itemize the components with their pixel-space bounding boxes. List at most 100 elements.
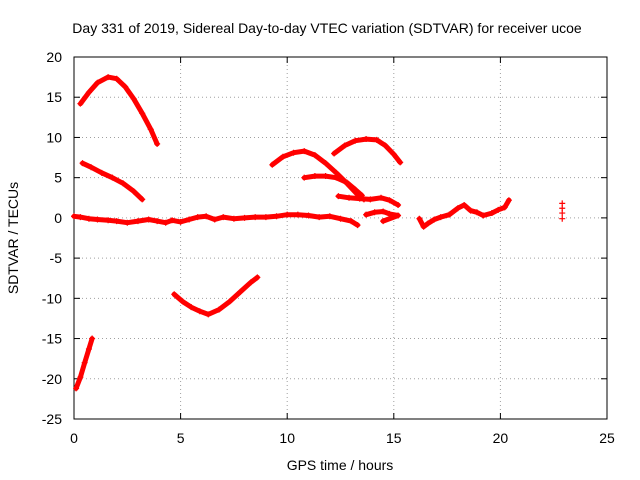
data-point — [124, 219, 131, 226]
y-tick-label: -10 — [42, 290, 62, 306]
data-point — [331, 150, 338, 157]
data-point — [169, 217, 176, 224]
data-point — [446, 211, 453, 218]
data-point — [354, 222, 361, 229]
data-point — [134, 218, 141, 225]
data-point — [363, 211, 370, 218]
data-point — [241, 214, 248, 221]
data-point — [94, 79, 101, 86]
data-point — [215, 306, 222, 313]
data-point — [395, 212, 402, 219]
data-point — [194, 214, 201, 221]
data-point — [220, 214, 227, 221]
x-tick-label: 5 — [177, 430, 185, 446]
series-line — [363, 209, 401, 224]
x-tick-label: 10 — [279, 430, 295, 446]
data-point — [85, 346, 92, 353]
x-tick-label: 20 — [493, 430, 509, 446]
data-point — [154, 140, 161, 147]
data-point — [352, 137, 359, 144]
y-tick-label: 20 — [46, 49, 62, 65]
data-point — [371, 209, 378, 216]
series-layer — [71, 74, 566, 392]
data-point — [380, 218, 387, 225]
y-tick-label: -25 — [42, 411, 62, 427]
data-point — [122, 83, 129, 90]
y-tick-label: 5 — [54, 170, 62, 186]
y-tick-label: 10 — [46, 129, 62, 145]
series-arc10 — [363, 208, 402, 225]
data-point — [105, 217, 112, 224]
data-point — [147, 126, 154, 133]
data-point — [290, 149, 297, 156]
data-point — [113, 218, 120, 225]
data-point — [171, 291, 178, 298]
data-point — [378, 194, 385, 201]
data-point — [505, 197, 512, 204]
data-point — [461, 202, 468, 209]
data-point — [397, 159, 404, 166]
data-point — [247, 279, 254, 286]
data-point — [105, 74, 112, 81]
data-point — [395, 202, 402, 209]
plot-frame — [73, 56, 608, 420]
data-point — [356, 195, 363, 202]
data-point — [71, 213, 77, 220]
data-point — [380, 208, 387, 215]
series-arc12 — [559, 200, 566, 222]
data-point — [495, 206, 502, 213]
data-point — [94, 216, 101, 223]
data-point — [352, 186, 359, 193]
series-arc9 — [335, 193, 402, 209]
data-point — [262, 214, 269, 221]
data-point — [390, 151, 397, 158]
series-arc5 — [73, 335, 96, 392]
data-point — [81, 359, 88, 366]
data-point — [186, 216, 193, 223]
data-point — [77, 100, 84, 107]
data-point — [252, 214, 259, 221]
data-point — [311, 173, 318, 180]
data-point — [337, 215, 344, 222]
data-point — [480, 212, 487, 219]
data-point — [322, 160, 329, 167]
data-point — [386, 197, 393, 204]
series-arc2 — [79, 160, 146, 203]
data-point — [386, 210, 393, 217]
data-point — [559, 200, 566, 207]
data-point — [139, 196, 146, 203]
tick-labels: 0 5 10 15 20 25 -25 -20 -15 -10 -5 0 5 10 15 20 — [42, 49, 615, 446]
x-axis-label: GPS time / hours — [287, 457, 394, 473]
data-point — [416, 215, 423, 222]
data-point — [120, 180, 127, 187]
y-tick-label: -15 — [42, 331, 62, 347]
data-point — [311, 152, 318, 159]
data-point — [273, 213, 280, 220]
data-point — [77, 374, 84, 381]
data-point — [130, 95, 137, 102]
data-point — [88, 164, 95, 171]
data-point — [73, 385, 80, 392]
series-arc1 — [77, 74, 161, 147]
data-point — [89, 335, 96, 342]
data-point — [254, 274, 261, 281]
data-point — [333, 174, 340, 181]
data-point — [85, 89, 92, 96]
y-tick-label: 15 — [46, 89, 62, 105]
y-tick-label: 0 — [54, 210, 62, 226]
data-point — [501, 204, 508, 211]
data-point — [211, 216, 218, 223]
series-line — [331, 136, 403, 165]
data-point — [113, 75, 120, 82]
data-point — [301, 148, 308, 155]
data-point — [367, 196, 374, 203]
data-point — [188, 304, 195, 311]
x-tick-label: 25 — [599, 430, 615, 446]
data-point — [424, 220, 431, 227]
data-point — [431, 216, 438, 223]
data-point — [488, 210, 495, 217]
data-point — [226, 298, 233, 305]
data-point — [316, 214, 323, 221]
y-tick-label: -20 — [42, 371, 62, 387]
data-point — [346, 194, 353, 201]
